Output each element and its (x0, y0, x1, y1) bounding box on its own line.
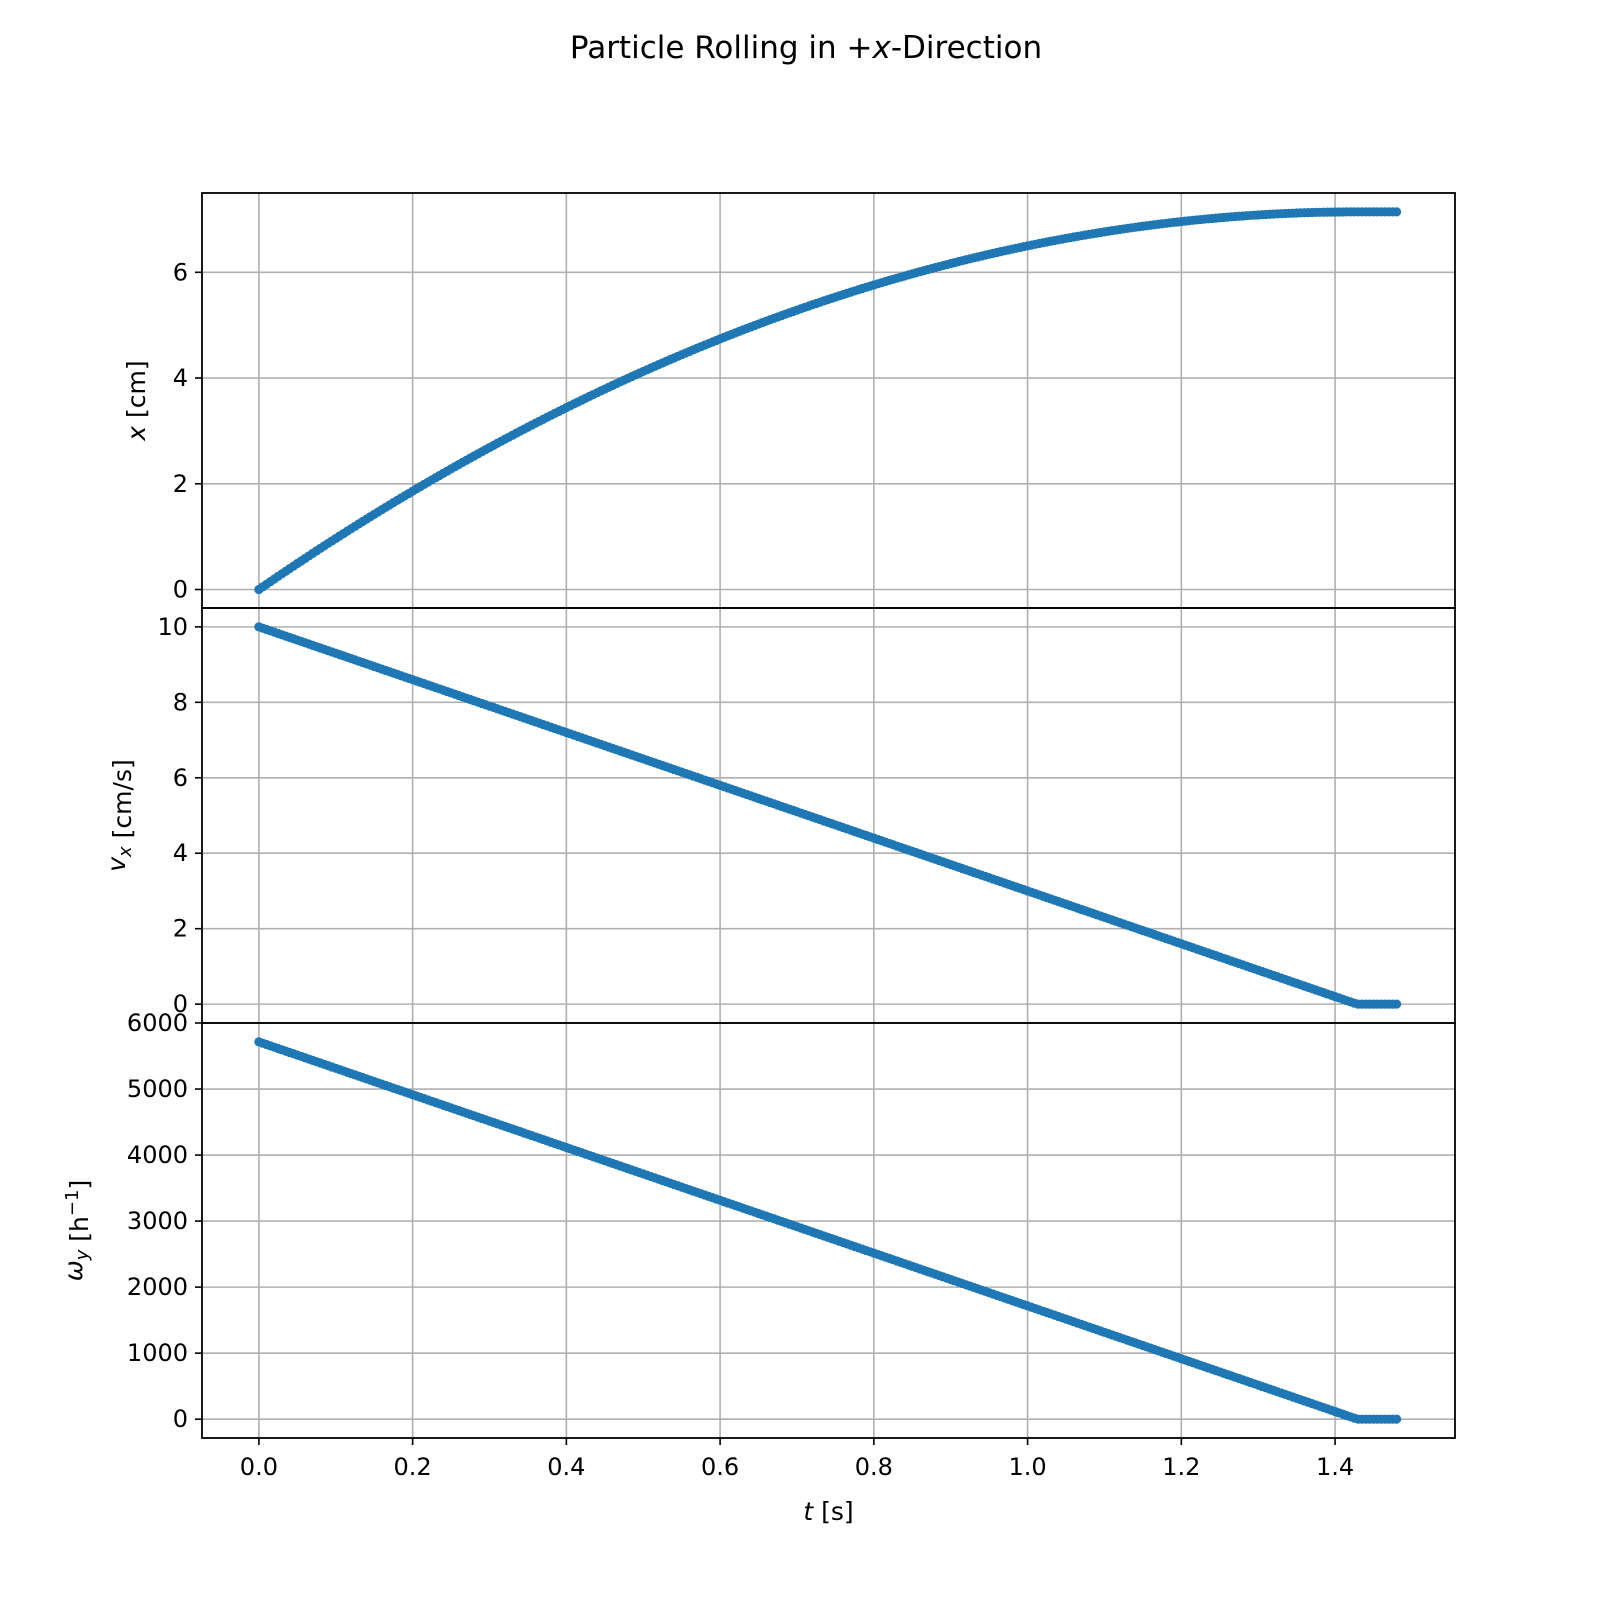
panel-2-point-296 (1391, 999, 1402, 1009)
panel-1-ylabel: x [cm] (122, 360, 151, 441)
xtick-label-4: 0.8 (855, 1453, 893, 1481)
panel-1-point-296 (1391, 207, 1402, 217)
panel-3-ylabel: ωy [h−1] (59, 1180, 94, 1281)
panel-2: 0 2 4 6 8 10 vx [cm/s] (102, 607, 1456, 1024)
panel-3-ytick-label-0: 0 (173, 1405, 188, 1433)
panel-3-ytick-label-2: 2000 (127, 1273, 188, 1301)
x-axis: 0.0 0.2 0.4 0.6 0.8 1.0 1.2 1.4 t [s] (240, 1438, 1354, 1526)
panel-1-ytick-label-3: 6 (173, 258, 188, 286)
panel-2-ylabel: vx [cm/s] (102, 759, 137, 871)
panel-1-ytick-label-0: 0 (173, 575, 188, 603)
xtick-label-0: 0.0 (240, 1453, 278, 1481)
panel-3: 0 1000 2000 3000 4000 5000 6000 ωy [h−1] (59, 1009, 1456, 1439)
panel-3-point-296 (1391, 1414, 1402, 1424)
panel-2-ytick-label-5: 10 (157, 613, 188, 641)
panel-2-ytick-label-3: 6 (173, 764, 188, 792)
xtick-label-2: 0.4 (547, 1453, 585, 1481)
panel-1-points (254, 207, 1402, 595)
panel-1-frame (201, 192, 1456, 609)
xtick-label-5: 1.0 (1009, 1453, 1047, 1481)
panel-3-ytick-label-3: 3000 (127, 1207, 188, 1235)
panel-3-ytick-label-5: 5000 (127, 1075, 188, 1103)
x-axis-label: t [s] (803, 1497, 853, 1526)
panel-2-ytick-label-4: 8 (173, 688, 188, 716)
xtick-label-3: 0.6 (701, 1453, 739, 1481)
panel-1: 0 2 4 6 x [cm] (122, 192, 1456, 609)
panel-3-ytick-label-6: 6000 (127, 1009, 188, 1037)
panel-2-ytick-label-1: 2 (173, 915, 188, 943)
panel-3-ytick-label-1: 1000 (127, 1339, 188, 1367)
xtick-label-6: 1.2 (1162, 1453, 1200, 1481)
panel-2-ytick-label-0: 0 (173, 990, 188, 1018)
panels: 0 2 4 6 x [cm] 0 2 4 6 8 10 vx [cm/s] 0 1000 2000 3000 4… (59, 192, 1456, 1439)
panel-1-ytick-label-1: 2 (173, 470, 188, 498)
panel-3-points (254, 1037, 1402, 1424)
panel-2-ytick-label-2: 4 (173, 839, 188, 867)
panel-2-points (254, 622, 1402, 1009)
panel-3-frame (201, 1022, 1456, 1439)
chart-title: Particle Rolling in +x-Direction (570, 30, 1042, 66)
panel-1-ytick-label-2: 4 (173, 364, 188, 392)
panel-3-ytick-label-4: 4000 (127, 1141, 188, 1169)
xtick-label-7: 1.4 (1316, 1453, 1354, 1481)
xtick-label-1: 0.2 (394, 1453, 432, 1481)
